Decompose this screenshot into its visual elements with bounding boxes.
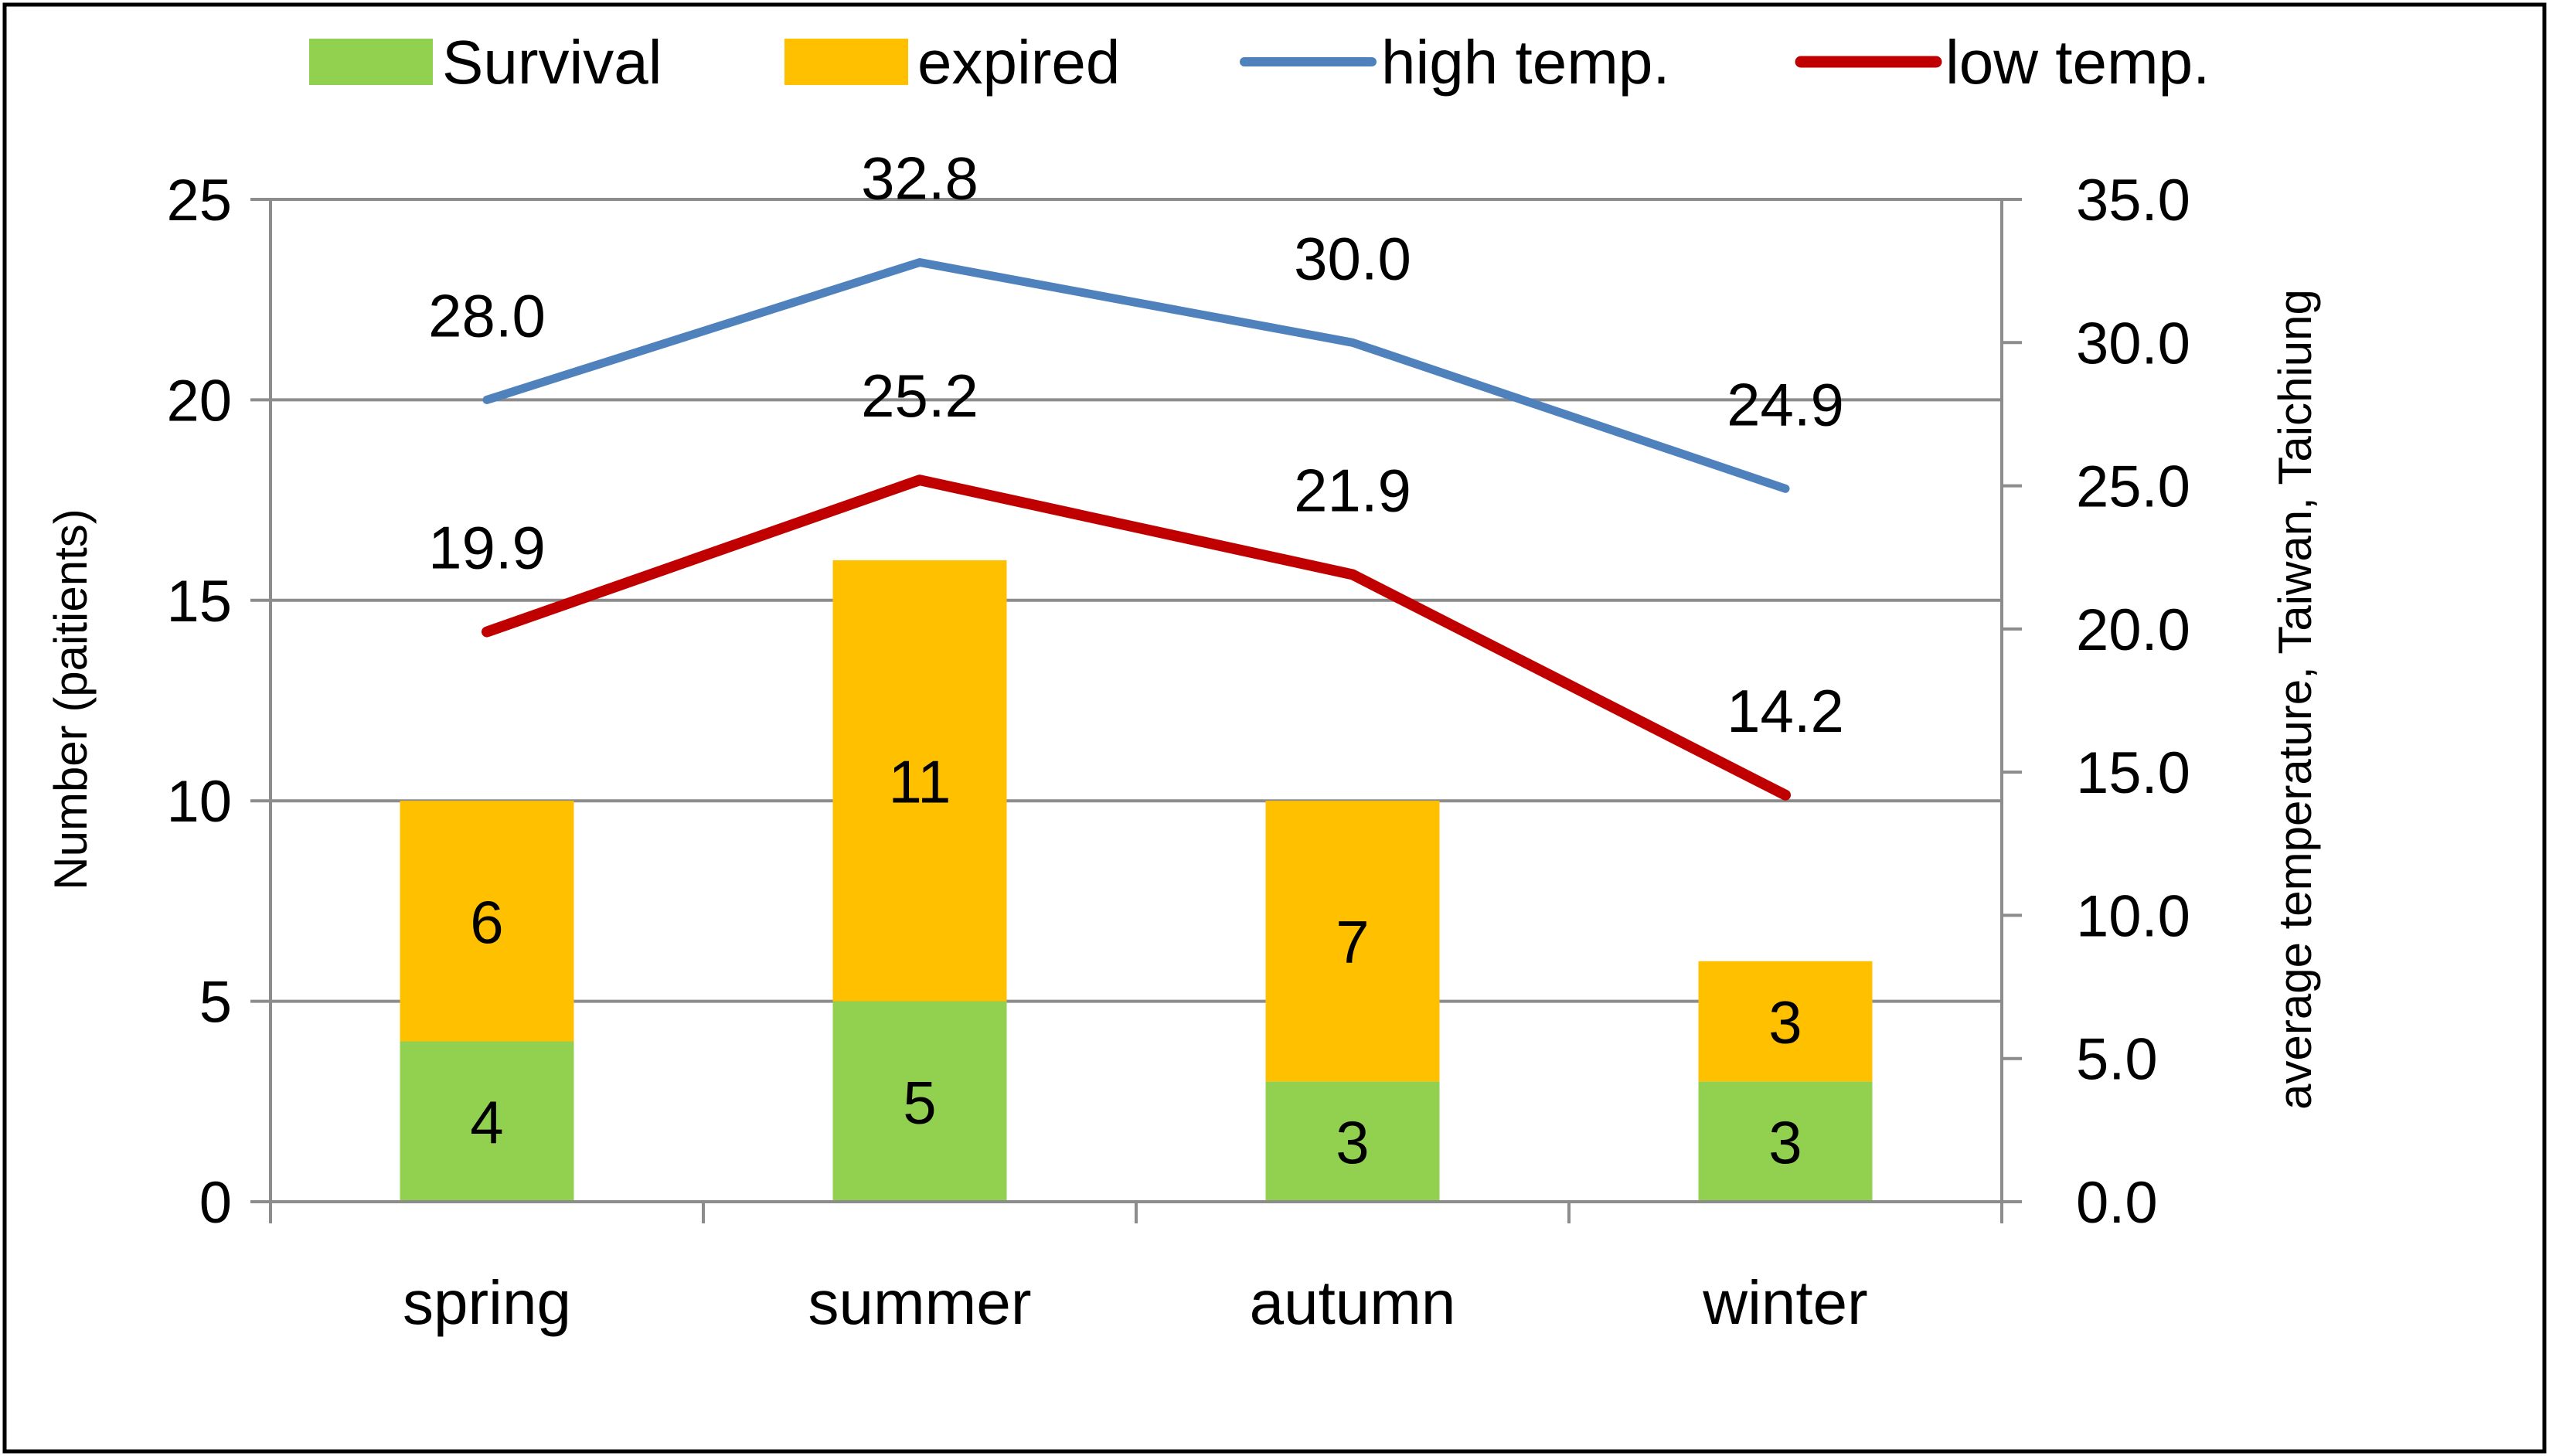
legend-label-survival: Survival	[442, 28, 662, 97]
data-label-low-temp: 25.2	[861, 362, 978, 430]
data-label-survival: 5	[903, 1068, 936, 1136]
legend-swatch-expired	[784, 39, 908, 85]
data-label-expired: 11	[889, 747, 951, 815]
data-labels: 4 6 5 11 3 7 3 3 28.0 32.8 30.0 24.9 19.9 25.2 21.9 14.…	[428, 145, 1844, 1177]
x-tick-label: winter	[1702, 1268, 1867, 1337]
bars	[400, 560, 1873, 1202]
y2-tick-label: 25.0	[2076, 454, 2190, 520]
bar-survival	[832, 1001, 1007, 1202]
bar-survival	[400, 1041, 574, 1202]
legend-label-high-temp: high temp.	[1381, 28, 1670, 97]
series-lines	[482, 258, 1791, 801]
bar-survival	[1698, 1081, 1873, 1202]
bar-expired	[1698, 961, 1873, 1082]
y-tick-label: 5	[199, 970, 232, 1036]
data-label-expired: 3	[1768, 988, 1802, 1056]
bar-expired	[400, 801, 574, 1042]
legend[interactable]: Survival expired high temp. low temp.	[309, 28, 2210, 97]
y-tick-label: 0	[199, 1170, 232, 1236]
data-label-survival: 3	[1336, 1108, 1369, 1176]
data-label-low-temp: 21.9	[1294, 456, 1411, 524]
x-tick-label: summer	[808, 1268, 1032, 1337]
data-label-expired: 6	[470, 888, 503, 956]
y-axis-title: Number (paitients)	[45, 509, 97, 890]
data-label-survival: 3	[1768, 1108, 1802, 1176]
legend-label-expired: expired	[917, 28, 1120, 97]
y-tick-label: 25	[166, 168, 232, 233]
y-tick-label: 15	[166, 569, 232, 634]
y-tick-label: 20	[166, 368, 232, 434]
line-high-temp	[482, 258, 1790, 493]
data-label-survival: 4	[470, 1088, 503, 1156]
y-tick-label: 10	[166, 769, 232, 835]
y2-tick-label: 35.0	[2076, 168, 2190, 233]
data-label-low-temp: 19.9	[428, 514, 546, 582]
data-label-low-temp: 14.2	[1727, 677, 1844, 745]
bar-expired	[832, 560, 1007, 1002]
y2-tick-label: 0.0	[2076, 1170, 2158, 1236]
y2-tick-label: 30.0	[2076, 311, 2190, 376]
legend-label-low-temp: low temp.	[1945, 28, 2210, 97]
data-label-high-temp: 28.0	[428, 281, 546, 349]
y2-axis-title: average temperature, Taiwan, Taichiung	[2269, 289, 2321, 1110]
x-tick-label: spring	[403, 1268, 571, 1337]
data-label-expired: 7	[1336, 908, 1369, 976]
data-label-high-temp: 30.0	[1294, 224, 1411, 292]
data-label-high-temp: 24.9	[1727, 370, 1844, 438]
bar-expired	[1265, 801, 1440, 1082]
axes: 0 5 10 15 20 25 0.0 5.0 10.0 15.0 20.0 25.0 30.0 35.0…	[166, 168, 2190, 1337]
x-tick-label: autumn	[1250, 1268, 1456, 1337]
line-low-temp	[482, 475, 1791, 801]
data-label-high-temp: 32.8	[861, 145, 978, 213]
y2-tick-label: 20.0	[2076, 597, 2190, 663]
y2-tick-label: 5.0	[2076, 1027, 2158, 1093]
legend-swatch-survival	[309, 39, 433, 85]
y2-tick-label: 10.0	[2076, 883, 2190, 949]
y2-tick-label: 15.0	[2076, 740, 2190, 806]
bar-survival	[1265, 1081, 1440, 1202]
